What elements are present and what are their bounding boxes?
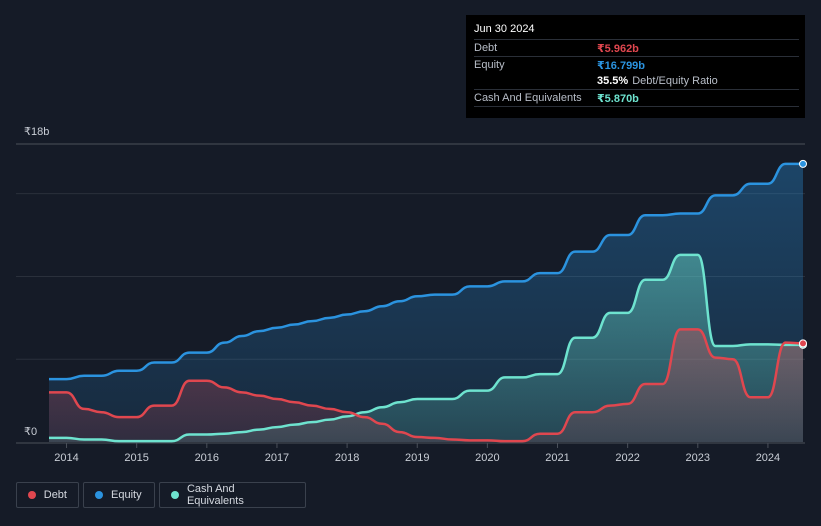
line-cash bbox=[49, 253, 804, 443]
series-lines bbox=[49, 162, 804, 443]
tooltip-ratio-label: Debt/Equity Ratio bbox=[632, 75, 718, 87]
legend-cash-label: Cash And Equivalents bbox=[186, 483, 244, 507]
y-label-max: ₹18b bbox=[24, 126, 49, 138]
tooltip-debt-value: ₹5.962b bbox=[597, 42, 639, 55]
x-axis: 2014 2015 2016 2017 2018 2019 2020 2021 2022 2023… bbox=[54, 443, 780, 464]
tooltip-cash-row: Cash And Equivalents ₹5.870b bbox=[474, 89, 799, 107]
tooltip-cash-label: Cash And Equivalents bbox=[474, 92, 582, 104]
legend-cash-dot-icon bbox=[171, 491, 179, 499]
area-debt bbox=[49, 329, 803, 442]
tooltip-equity-value: ₹16.799b bbox=[597, 59, 646, 72]
y-axis: ₹18b ₹0 bbox=[24, 126, 49, 438]
x-tick-label: 2014 bbox=[54, 452, 78, 464]
x-tick-label: 2017 bbox=[265, 452, 289, 464]
series-areas bbox=[49, 163, 803, 442]
x-tick-label: 2018 bbox=[335, 452, 359, 464]
debt-equity-chart: 2014 2015 2016 2017 2018 2019 2020 2021 2022 2023… bbox=[16, 126, 807, 464]
line-debt bbox=[49, 328, 804, 443]
legend-equity-toggle[interactable]: Equity bbox=[83, 482, 155, 508]
y-label-min: ₹0 bbox=[24, 426, 37, 438]
x-tick-label: 2024 bbox=[756, 452, 780, 464]
line-equity bbox=[49, 162, 803, 381]
x-tick-label: 2019 bbox=[405, 452, 429, 464]
area-cash bbox=[49, 254, 803, 442]
x-tick-label: 2023 bbox=[686, 452, 710, 464]
tooltip-ratio-value: 35.5% bbox=[597, 75, 629, 87]
legend-debt-label: Debt bbox=[43, 489, 67, 501]
x-tick-label: 2016 bbox=[195, 452, 219, 464]
tooltip-equity-row: Equity ₹16.799b bbox=[474, 56, 799, 73]
tooltip-debt-row: Debt ₹5.962b bbox=[474, 39, 799, 56]
x-tick-label: 2022 bbox=[615, 452, 639, 464]
x-tick-label: 2015 bbox=[124, 452, 148, 464]
chart-legend: Debt Equity Cash And Equivalents bbox=[16, 482, 306, 508]
legend-equity-label: Equity bbox=[111, 489, 142, 501]
legend-equity-dot-icon bbox=[95, 491, 103, 499]
marker-debt bbox=[799, 339, 807, 348]
tooltip-debt-label: Debt bbox=[474, 42, 498, 54]
x-tick-label: 2020 bbox=[475, 452, 499, 464]
data-tooltip: Jun 30 2024 Debt ₹5.962b Equity ₹16.799b… bbox=[466, 15, 805, 118]
legend-debt-dot-icon bbox=[28, 491, 36, 499]
tooltip-ratio-row: 35.5% Debt/Equity Ratio bbox=[474, 73, 799, 89]
marker-equity bbox=[799, 159, 807, 168]
legend-debt-toggle[interactable]: Debt bbox=[16, 482, 79, 508]
tooltip-cash-value: ₹5.870b bbox=[597, 92, 639, 105]
tooltip-date: Jun 30 2024 bbox=[474, 23, 535, 35]
x-tick-label: 2021 bbox=[545, 452, 569, 464]
tooltip-equity-label: Equity bbox=[474, 59, 505, 71]
legend-cash-toggle[interactable]: Cash And Equivalents bbox=[159, 482, 306, 508]
end-markers bbox=[799, 159, 807, 349]
